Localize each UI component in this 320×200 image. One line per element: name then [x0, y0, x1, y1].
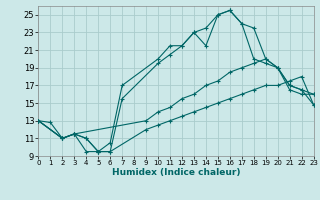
X-axis label: Humidex (Indice chaleur): Humidex (Indice chaleur): [112, 168, 240, 177]
